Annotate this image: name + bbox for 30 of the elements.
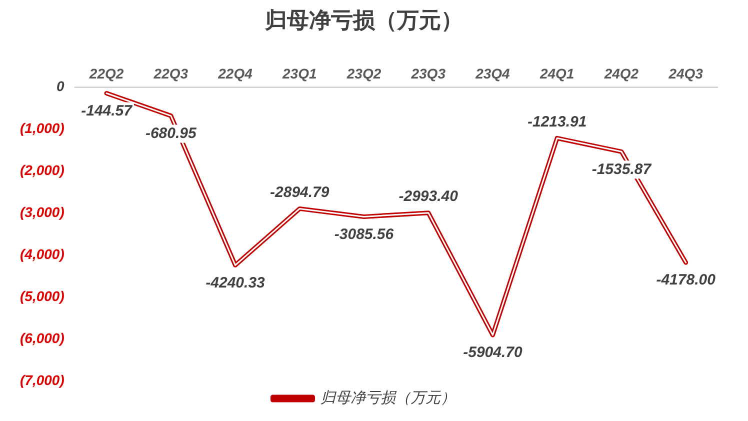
x-tick-label: 23Q2 bbox=[346, 66, 382, 82]
data-label: -144.57 bbox=[81, 102, 133, 120]
x-tick-label: 24Q2 bbox=[603, 66, 639, 82]
x-tick-label: 23Q3 bbox=[410, 66, 446, 82]
x-tick-label: 24Q1 bbox=[538, 66, 574, 82]
data-label: -4240.33 bbox=[206, 274, 266, 292]
y-tick-label: (4,000) bbox=[20, 246, 65, 262]
y-tick-label: (5,000) bbox=[20, 288, 65, 304]
data-label: -2993.40 bbox=[398, 188, 459, 205]
x-tick-label: 23Q1 bbox=[282, 66, 317, 82]
x-tick-label: 24Q3 bbox=[668, 66, 704, 82]
data-label: -3085.56 bbox=[334, 226, 394, 243]
y-tick-label: (2,000) bbox=[20, 162, 65, 178]
y-tick-label: (7,000) bbox=[20, 372, 65, 388]
data-label: -5904.70 bbox=[463, 344, 523, 362]
data-label: -4178.00 bbox=[656, 272, 716, 289]
legend-label: 归母净亏损（万元） bbox=[320, 390, 456, 407]
y-tick-label: (6,000) bbox=[20, 330, 65, 346]
data-label: -1535.87 bbox=[592, 160, 652, 178]
data-label: -1213.91 bbox=[527, 113, 587, 130]
data-label: -680.95 bbox=[145, 124, 197, 142]
y-tick-label: (3,000) bbox=[20, 204, 65, 220]
x-tick-label: 22Q3 bbox=[152, 66, 188, 82]
chart-title: 归母净亏损（万元） bbox=[264, 7, 463, 32]
x-tick-label: 22Q4 bbox=[217, 66, 253, 82]
x-tick-label: 22Q2 bbox=[88, 66, 124, 82]
x-tick-label: 23Q4 bbox=[474, 66, 510, 82]
data-label: -2894.79 bbox=[270, 184, 330, 201]
y-tick-label: 0 bbox=[56, 78, 65, 94]
y-tick-label: (1,000) bbox=[20, 120, 65, 136]
